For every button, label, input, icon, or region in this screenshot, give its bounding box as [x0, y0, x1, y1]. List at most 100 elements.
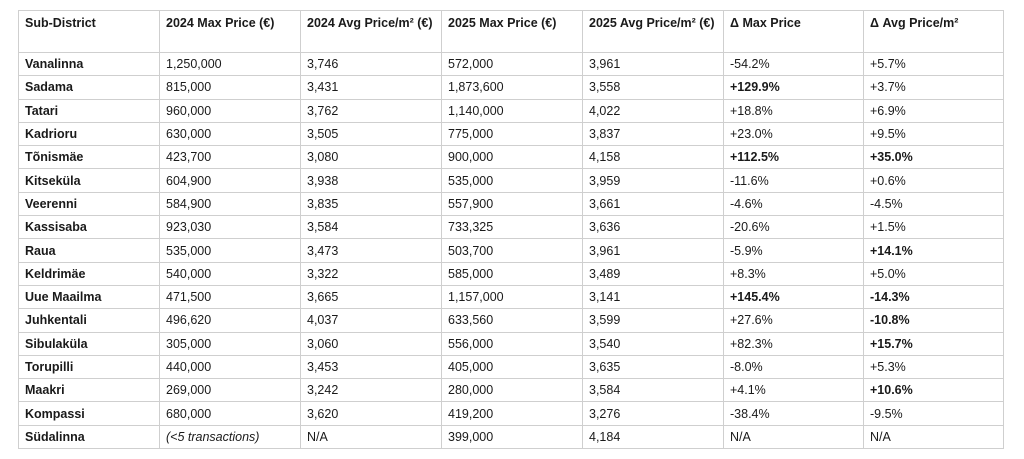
cell-2024-avg-price: 3,938	[300, 168, 442, 193]
cell-sub-district: Kitseküla	[18, 168, 160, 193]
cell-delta-max-price: -8.0%	[723, 354, 864, 380]
cell-2025-max-price: 535,000	[441, 168, 583, 193]
cell-2025-max-price: 900,000	[441, 145, 583, 170]
header-2025-max-price: 2025 Max Price (€)	[441, 10, 583, 53]
cell-2024-max-price: 584,900	[159, 191, 301, 217]
cell-sub-district: Südalinna	[18, 424, 160, 450]
cell-2024-avg-price: 3,473	[300, 238, 442, 263]
header-sub-district: Sub-District	[18, 10, 160, 53]
cell-2024-avg-price: 3,453	[300, 354, 442, 380]
cell-2025-max-price: 419,200	[441, 401, 583, 426]
cell-2024-avg-price: 3,080	[300, 145, 442, 170]
table-row: Kitseküla 604,900 3,938 535,000 3,959 -11.6% +…	[18, 168, 1004, 193]
cell-2024-max-price: 305,000	[159, 331, 301, 356]
cell-delta-avg-price: N/A	[863, 424, 1004, 450]
cell-2025-avg-price: 3,837	[582, 121, 724, 147]
cell-2025-max-price: 556,000	[441, 331, 583, 356]
table-row: Sibulaküla 305,000 3,060 556,000 3,540 +82.3%…	[18, 331, 1004, 356]
cell-2024-max-price: 496,620	[159, 308, 301, 333]
cell-2025-avg-price: 4,022	[582, 98, 724, 123]
cell-sub-district: Juhkentali	[18, 308, 160, 333]
cell-2024-avg-price: 3,835	[300, 191, 442, 217]
cell-2024-avg-price: 3,762	[300, 98, 442, 123]
cell-delta-max-price: -5.9%	[723, 238, 864, 263]
table-header: Sub-District 2024 Max Price (€) 2024 Avg…	[18, 10, 1004, 53]
cell-sub-district: Sadama	[18, 75, 160, 100]
cell-sub-district: Sibulaküla	[18, 331, 160, 356]
cell-delta-avg-price: -4.5%	[863, 191, 1004, 217]
cell-delta-max-price: N/A	[723, 424, 864, 450]
cell-delta-avg-price: +5.7%	[863, 51, 1004, 77]
cell-2025-max-price: 1,873,600	[441, 75, 583, 100]
cell-2025-avg-price: 3,141	[582, 284, 724, 310]
header-2024-max-price: 2024 Max Price (€)	[159, 10, 301, 53]
cell-2025-max-price: 585,000	[441, 261, 583, 286]
cell-delta-max-price: +145.4%	[723, 284, 864, 310]
table-row: Sadama 815,000 3,431 1,873,600 3,558 +129.9% +…	[18, 75, 1004, 100]
table-row: Tõnismäe 423,700 3,080 900,000 4,158 +112.5% +…	[18, 145, 1004, 170]
cell-delta-avg-price: +35.0%	[863, 145, 1004, 170]
price-table: Sub-District 2024 Max Price (€) 2024 Avg…	[18, 10, 1004, 450]
cell-2024-max-price: 604,900	[159, 168, 301, 193]
cell-delta-max-price: +27.6%	[723, 308, 864, 333]
table-container: Sub-District 2024 Max Price (€) 2024 Avg…	[18, 10, 1004, 450]
table-row: Tatari 960,000 3,762 1,140,000 4,022 +18.8% +6…	[18, 98, 1004, 123]
cell-2025-avg-price: 3,276	[582, 401, 724, 426]
cell-2025-max-price: 557,900	[441, 191, 583, 217]
cell-2025-max-price: 633,560	[441, 308, 583, 333]
cell-2025-max-price: 733,325	[441, 215, 583, 240]
table-row: Kassisaba 923,030 3,584 733,325 3,636 -20.6% +…	[18, 215, 1004, 240]
cell-2025-max-price: 1,157,000	[441, 284, 583, 310]
cell-delta-avg-price: +0.6%	[863, 168, 1004, 193]
cell-sub-district: Torupilli	[18, 354, 160, 380]
cell-2024-max-price: (<5 transactions)	[159, 424, 301, 450]
cell-delta-max-price: -11.6%	[723, 168, 864, 193]
cell-2024-avg-price: 3,584	[300, 215, 442, 240]
cell-2025-avg-price: 3,961	[582, 51, 724, 77]
cell-2024-max-price: 630,000	[159, 121, 301, 147]
table-row: Kompassi 680,000 3,620 419,200 3,276 -38.4% -9…	[18, 401, 1004, 426]
cell-sub-district: Kadrioru	[18, 121, 160, 147]
cell-2024-avg-price: 3,322	[300, 261, 442, 286]
cell-2024-max-price: 269,000	[159, 378, 301, 403]
header-delta-max-price: Δ Max Price	[723, 10, 864, 53]
cell-sub-district: Veerenni	[18, 191, 160, 217]
cell-2024-avg-price: N/A	[300, 424, 442, 450]
cell-2024-max-price: 423,700	[159, 145, 301, 170]
table-row: Südalinna (<5 transactions) N/A 399,000 4,18…	[18, 424, 1004, 450]
cell-2024-max-price: 471,500	[159, 284, 301, 310]
table-row: Vanalinna 1,250,000 3,746 572,000 3,961 -54.2…	[18, 51, 1004, 77]
cell-sub-district: Uue Maailma	[18, 284, 160, 310]
cell-delta-max-price: +23.0%	[723, 121, 864, 147]
cell-2025-avg-price: 3,489	[582, 261, 724, 286]
cell-delta-avg-price: +1.5%	[863, 215, 1004, 240]
cell-2025-avg-price: 3,558	[582, 75, 724, 100]
table-row: Torupilli 440,000 3,453 405,000 3,635 -8.0% +5…	[18, 354, 1004, 380]
cell-delta-max-price: -4.6%	[723, 191, 864, 217]
cell-2025-avg-price: 3,635	[582, 354, 724, 380]
header-2024-avg-price: 2024 Avg Price/m² (€)	[300, 10, 442, 53]
cell-2024-avg-price: 3,505	[300, 121, 442, 147]
cell-delta-avg-price: -9.5%	[863, 401, 1004, 426]
cell-2025-avg-price: 4,158	[582, 145, 724, 170]
cell-sub-district: Kompassi	[18, 401, 160, 426]
cell-delta-avg-price: -10.8%	[863, 308, 1004, 333]
cell-sub-district: Tatari	[18, 98, 160, 123]
cell-delta-max-price: -20.6%	[723, 215, 864, 240]
cell-delta-max-price: +4.1%	[723, 378, 864, 403]
table-row: Veerenni 584,900 3,835 557,900 3,661 -4.6% -4.…	[18, 191, 1004, 217]
cell-delta-max-price: -54.2%	[723, 51, 864, 77]
table-row: Keldrimäe 540,000 3,322 585,000 3,489 +8.3% +5…	[18, 261, 1004, 286]
table-row: Kadrioru 630,000 3,505 775,000 3,837 +23.0% +9…	[18, 121, 1004, 147]
cell-delta-avg-price: +9.5%	[863, 121, 1004, 147]
table-body: Vanalinna 1,250,000 3,746 572,000 3,961 -54.2…	[18, 51, 1004, 450]
cell-2025-max-price: 775,000	[441, 121, 583, 147]
cell-sub-district: Raua	[18, 238, 160, 263]
cell-2025-avg-price: 3,584	[582, 378, 724, 403]
cell-2025-max-price: 572,000	[441, 51, 583, 77]
cell-delta-avg-price: +5.3%	[863, 354, 1004, 380]
cell-delta-max-price: +129.9%	[723, 75, 864, 100]
cell-delta-avg-price: +3.7%	[863, 75, 1004, 100]
cell-2025-max-price: 280,000	[441, 378, 583, 403]
table-row: Uue Maailma 471,500 3,665 1,157,000 3,141 +14…	[18, 284, 1004, 310]
